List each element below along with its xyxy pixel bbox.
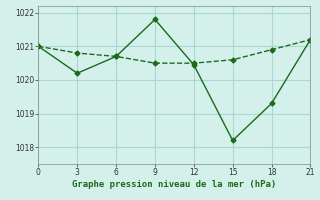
X-axis label: Graphe pression niveau de la mer (hPa): Graphe pression niveau de la mer (hPa) bbox=[72, 180, 276, 189]
